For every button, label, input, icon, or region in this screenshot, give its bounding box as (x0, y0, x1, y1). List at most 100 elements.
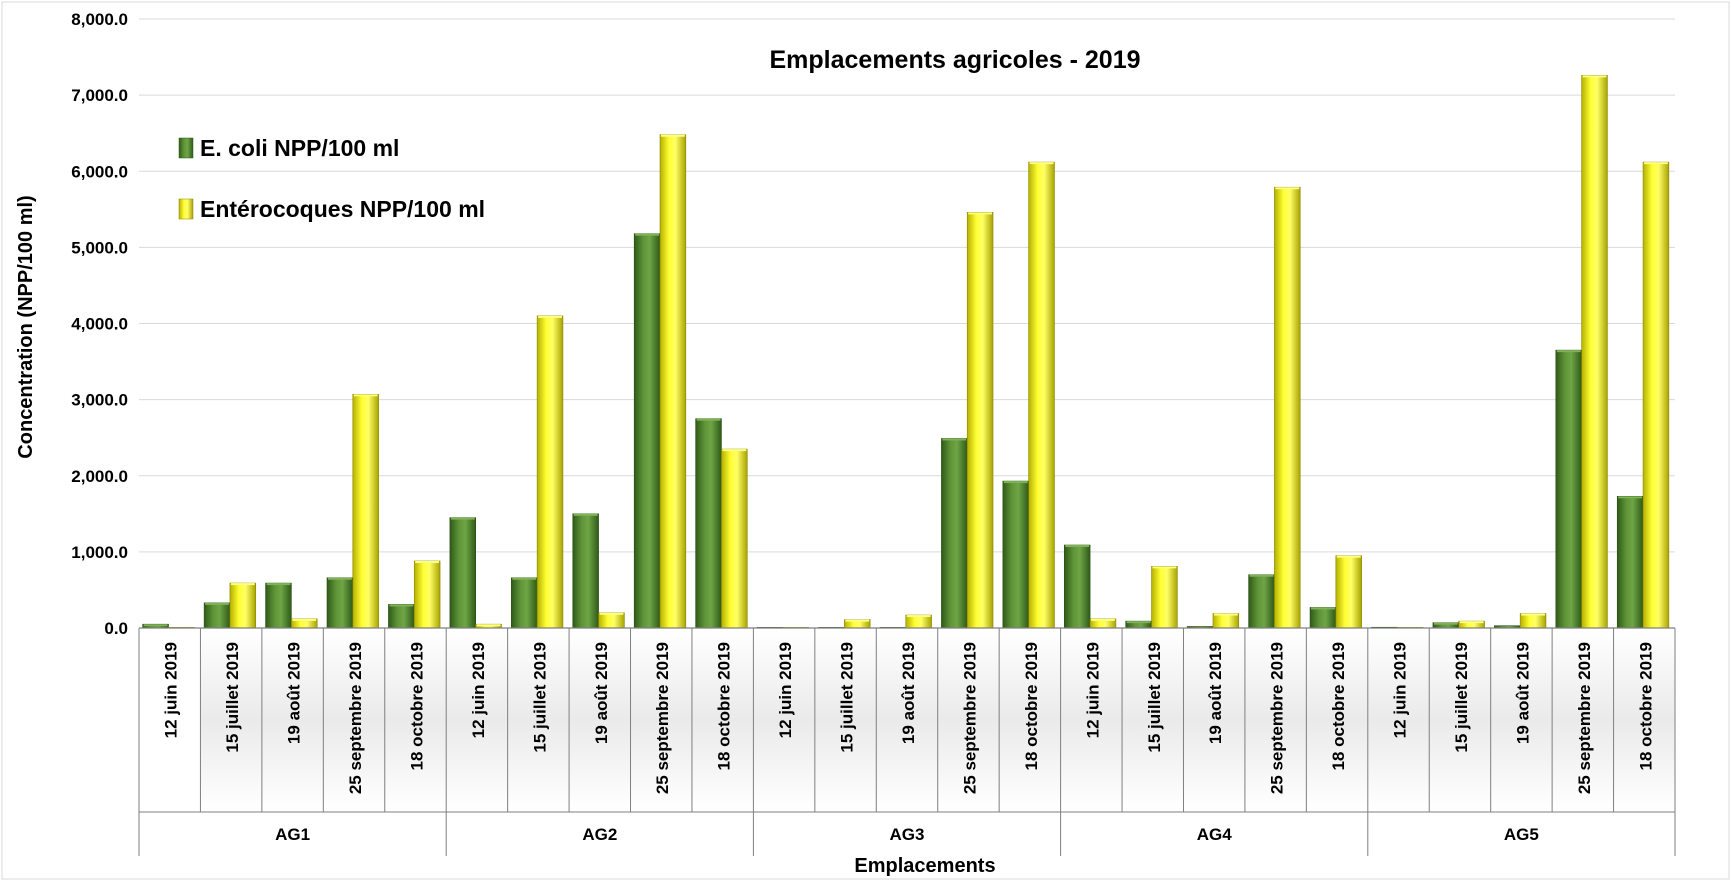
bar-ecoli (265, 582, 292, 629)
x-tick-label: 19 août 2019 (1206, 642, 1225, 744)
bar-cap (1644, 162, 1668, 165)
bar-cap (906, 615, 931, 618)
bar-cap (1336, 555, 1361, 558)
bar-cap (1311, 607, 1335, 610)
bar-ecoli (1002, 480, 1029, 629)
bar-cap (1275, 187, 1300, 190)
bar-cap (266, 583, 291, 586)
bar-enterocoques (1335, 555, 1362, 629)
bar-cap (1249, 574, 1274, 577)
x-tick-label: 25 septembre 2019 (346, 642, 365, 794)
bar-cap (1582, 75, 1607, 78)
y-tick-label: 4,000.0 (71, 315, 128, 334)
bar-enterocoques (721, 448, 748, 629)
bar-ecoli (572, 513, 599, 629)
y-tick-label: 6,000.0 (71, 162, 128, 181)
bar-ecoli (1248, 574, 1275, 629)
legend-swatch-ecoli (178, 137, 194, 159)
x-tick-label: 15 juillet 2019 (1452, 642, 1471, 753)
x-tick-label: 12 juin 2019 (1391, 642, 1410, 738)
bar-ecoli (941, 438, 968, 629)
x-tick-label: 15 juillet 2019 (223, 642, 242, 753)
bar-cap (538, 315, 562, 318)
legend-label-enterocoques: Entérocoques NPP/100 ml (200, 196, 485, 222)
x-tick-label: 15 juillet 2019 (530, 642, 549, 753)
bar-cap (1433, 622, 1458, 625)
x-axis-label: Emplacements (854, 855, 995, 877)
bar-enterocoques (1274, 186, 1301, 629)
bar-cap (1459, 621, 1484, 624)
group-label: AG1 (275, 825, 310, 844)
bar-cap (476, 624, 501, 627)
chart-title: Emplacements agricoles - 2019 (769, 46, 1140, 74)
x-tick-label: 25 septembre 2019 (1575, 642, 1594, 794)
y-tick-label: 2,000.0 (71, 467, 128, 486)
bar-enterocoques (1151, 566, 1178, 629)
bar-enterocoques (659, 134, 687, 629)
x-tick-label: 18 octobre 2019 (1636, 642, 1655, 771)
bar-ecoli (695, 418, 722, 629)
bar-ecoli (633, 233, 661, 629)
bar-cap (1029, 162, 1054, 165)
bar-cap (599, 612, 624, 615)
bar-cap (661, 134, 685, 137)
bar-ecoli (1063, 544, 1091, 629)
bar-cap (1556, 350, 1581, 353)
y-tick-label: 3,000.0 (71, 391, 128, 410)
bar-cap (1152, 566, 1177, 569)
bar-cap (1126, 621, 1151, 624)
bar-ecoli (326, 577, 354, 629)
bar-cap (722, 449, 747, 452)
bar-enterocoques (1581, 75, 1608, 629)
group-label: AG5 (1504, 825, 1539, 844)
bar-cap (942, 438, 967, 441)
bar-ecoli (511, 577, 538, 629)
y-tick-label: 5,000.0 (71, 238, 128, 257)
bar-ecoli (1555, 349, 1582, 629)
y-axis-label: Concentration (NPP/100 ml) (15, 195, 37, 458)
bar-cap (328, 577, 352, 580)
bar-cap (968, 212, 993, 215)
bar-cap (230, 583, 255, 586)
bar-cap (143, 624, 168, 627)
axes: 0.0 1,000.0 2,000.0 3,000.0 4,000.0 5,000.0 6,… (71, 10, 1676, 856)
bar-cap (573, 513, 598, 516)
legend: E. coli NPP/100 ml Entérocoques NPP/100 … (178, 135, 485, 222)
bar-enterocoques (1642, 161, 1670, 629)
bar-cap (353, 394, 378, 397)
x-tick-label: 12 juin 2019 (469, 642, 488, 738)
x-tick-label: 12 juin 2019 (1083, 642, 1102, 738)
x-tick-label: 19 août 2019 (592, 642, 611, 744)
bar-cap (450, 517, 475, 520)
bar-cap (205, 602, 229, 605)
bar-enterocoques (1028, 161, 1055, 629)
bar-ecoli (449, 517, 476, 629)
bar-enterocoques (598, 612, 625, 629)
bar-cap (696, 418, 721, 421)
bar-cap (1213, 613, 1238, 616)
bars (142, 75, 1670, 629)
y-tick-label: 0.0 (104, 619, 128, 638)
y-tick-label: 1,000.0 (71, 543, 128, 562)
x-tick-label: 19 août 2019 (285, 642, 304, 744)
bar-ecoli (388, 604, 415, 629)
x-tick-label: 19 août 2019 (899, 642, 918, 744)
bar-ecoli (1309, 607, 1337, 629)
bar-cap (1091, 618, 1115, 621)
bar-ecoli (1616, 496, 1644, 629)
x-tick-label: 12 juin 2019 (162, 642, 181, 738)
y-tick-label: 8,000.0 (71, 10, 128, 29)
bar-cap (1065, 545, 1090, 548)
legend-label-ecoli: E. coli NPP/100 ml (200, 135, 399, 161)
bar-ecoli (203, 602, 231, 629)
bar-enterocoques (352, 393, 379, 629)
bar-enterocoques (1519, 613, 1547, 629)
x-tick-label: 18 octobre 2019 (1022, 642, 1041, 771)
bar-cap (292, 618, 317, 621)
group-label: AG2 (582, 825, 617, 844)
x-tick-label: 18 octobre 2019 (715, 642, 734, 771)
group-label: AG3 (890, 825, 925, 844)
bar-cap (1618, 496, 1643, 499)
